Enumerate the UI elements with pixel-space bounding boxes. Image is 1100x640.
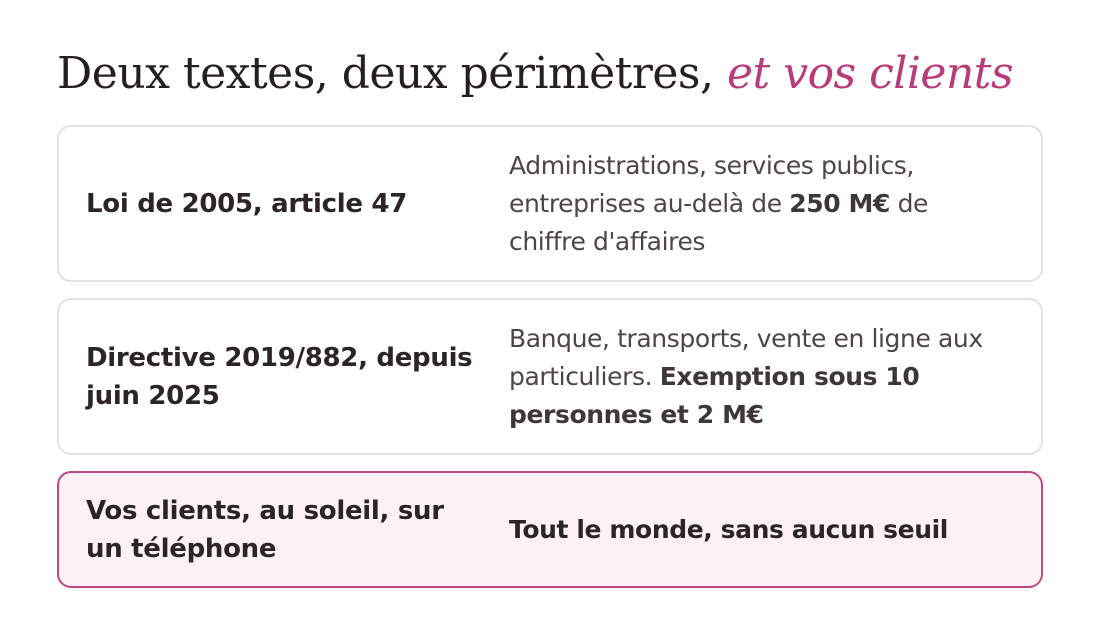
- desc-emphasis: 250 M€: [789, 188, 891, 218]
- title-accent: et vos clients: [727, 48, 1014, 99]
- row-card-vos-clients: Vos clients, au soleil, sur un téléphone…: [57, 471, 1043, 588]
- row-label: Loi de 2005, article 47: [86, 188, 407, 219]
- row-card-loi-2005: Loi de 2005, article 47 Administrations,…: [57, 125, 1043, 282]
- title-main: Deux textes, deux périmètres,: [57, 48, 727, 99]
- row-label: Vos clients, au soleil, sur un téléphone: [86, 495, 444, 564]
- desc-text-end: de chiffre d'affaires: [509, 188, 929, 256]
- page-title: Deux textes, deux périmètres, et vos cli…: [57, 44, 1057, 104]
- row-card-directive-2019: Directive 2019/882, depuis juin 2025 Ban…: [57, 298, 1043, 455]
- row-description: Tout le monde, sans aucun seuil: [509, 514, 948, 544]
- desc-text: Banque, transports, vente en ligne aux p…: [509, 323, 983, 391]
- desc-emphasis: Exemption sous 10 personnes et 2 M€: [509, 361, 920, 429]
- desc-text: Administrations, services publics, entre…: [509, 150, 914, 218]
- row-description: Administrations, services publics, entre…: [509, 147, 1009, 261]
- row-description: Banque, transports, vente en ligne aux p…: [509, 320, 1009, 434]
- row-label: Directive 2019/882, depuis juin 2025: [86, 342, 473, 411]
